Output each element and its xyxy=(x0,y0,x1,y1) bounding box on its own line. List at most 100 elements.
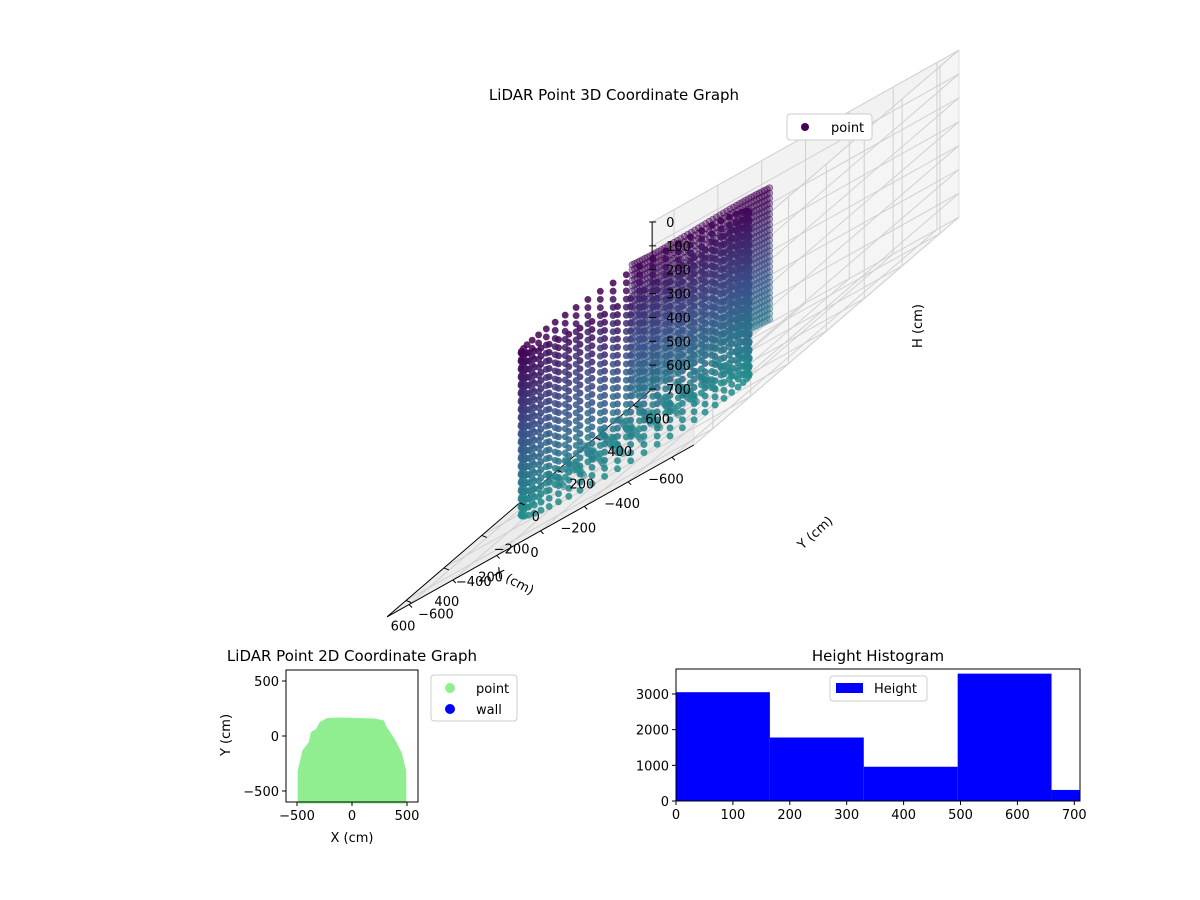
data-point xyxy=(523,470,531,478)
data-point xyxy=(682,383,690,391)
data-point xyxy=(523,365,531,373)
data-point xyxy=(622,271,630,279)
y-tick xyxy=(443,567,450,571)
data-point xyxy=(535,347,543,355)
data-point xyxy=(561,368,569,376)
data-point xyxy=(528,369,536,377)
x-tick xyxy=(671,456,676,461)
data-point xyxy=(627,457,635,465)
data-point xyxy=(609,384,617,392)
data-point xyxy=(709,346,717,354)
data-point xyxy=(609,425,617,433)
data-point xyxy=(596,287,604,295)
data-point xyxy=(584,450,592,458)
x-tick-label: 400 xyxy=(434,595,459,610)
data-point xyxy=(766,305,774,313)
data-point xyxy=(609,409,617,417)
data-point xyxy=(596,328,604,336)
data-point xyxy=(640,432,648,440)
data-point xyxy=(561,360,569,368)
y-tick-label: 500 xyxy=(254,675,279,690)
data-point xyxy=(738,338,746,346)
data-point xyxy=(584,312,592,320)
x-tick-label: 100 xyxy=(720,808,745,823)
data-point xyxy=(561,408,569,416)
grid-line xyxy=(405,428,714,601)
data-point xyxy=(596,352,604,360)
data-point xyxy=(725,359,733,367)
data-point xyxy=(528,393,536,401)
data-point xyxy=(561,311,569,319)
data-point xyxy=(609,328,617,336)
data-point xyxy=(698,353,706,361)
x-tick-label: 600 xyxy=(391,620,416,635)
y-tick-label: 0 xyxy=(661,795,669,810)
data-point xyxy=(662,385,670,393)
data-point xyxy=(584,304,592,312)
data-point xyxy=(523,487,531,495)
grid-line xyxy=(693,192,960,422)
data-point xyxy=(535,339,543,347)
y-axis-label: Y (cm) xyxy=(219,714,234,757)
data-point xyxy=(542,374,550,382)
chart-2d-title: LiDAR Point 2D Coordinate Graph xyxy=(227,647,477,665)
y-axis-label: Y (cm) xyxy=(794,514,836,554)
data-point xyxy=(551,440,559,448)
data-point xyxy=(697,389,705,397)
data-point xyxy=(542,463,550,471)
y-tick-label: 0 xyxy=(271,730,279,745)
data-point xyxy=(523,479,531,487)
data-point xyxy=(596,320,604,328)
legend-box xyxy=(829,675,928,702)
data-point xyxy=(622,400,630,408)
z-tick-label: 700 xyxy=(666,383,691,398)
data-point xyxy=(584,409,592,417)
data-point xyxy=(523,381,531,389)
data-point xyxy=(690,408,698,416)
data-point xyxy=(596,401,604,409)
data-point xyxy=(572,409,580,417)
data-point xyxy=(551,448,559,456)
data-point xyxy=(588,480,596,488)
data-point xyxy=(572,312,580,320)
data-point xyxy=(609,352,617,360)
z-tick-label: 100 xyxy=(666,240,691,255)
data-point xyxy=(766,205,774,213)
data-point xyxy=(734,383,742,391)
data-point xyxy=(528,458,536,466)
data-point xyxy=(609,279,617,287)
data-point xyxy=(766,210,774,218)
data-point xyxy=(561,376,569,384)
data-point xyxy=(766,294,774,302)
data-point xyxy=(597,428,605,436)
plot-area: 0 100 200 300 400 500 600 700 0 1000 2000 3000 xyxy=(636,668,1087,823)
data-point xyxy=(673,368,681,376)
data-point xyxy=(542,438,550,446)
data-point xyxy=(622,376,630,384)
data-point xyxy=(702,351,710,359)
data-point xyxy=(572,385,580,393)
data-point xyxy=(572,466,580,474)
data-point xyxy=(535,331,543,339)
data-point xyxy=(609,433,617,441)
x-axis-label: X (cm) xyxy=(491,565,536,598)
data-point xyxy=(609,360,617,368)
data-point xyxy=(523,446,531,454)
data-point xyxy=(551,399,559,407)
data-point xyxy=(530,509,538,517)
y-tick-label: 3000 xyxy=(636,688,669,703)
data-point xyxy=(609,401,617,409)
data-point xyxy=(572,417,580,425)
legend-marker-point xyxy=(445,683,455,693)
data-point xyxy=(649,417,657,425)
data-point xyxy=(535,396,543,404)
legend-label-point: point xyxy=(476,682,509,697)
data-point xyxy=(561,441,569,449)
data-point xyxy=(523,430,531,438)
data-point xyxy=(528,466,536,474)
data-point xyxy=(584,377,592,385)
data-point xyxy=(677,366,685,374)
data-point xyxy=(551,351,559,359)
data-point xyxy=(572,376,580,384)
data-point xyxy=(701,408,709,416)
